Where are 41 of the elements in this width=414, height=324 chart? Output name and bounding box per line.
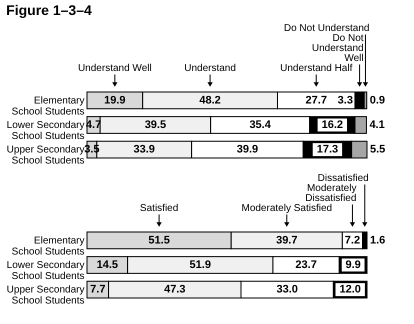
data-label: 9.9 xyxy=(345,259,361,271)
series-label: Satisfied xyxy=(140,203,178,214)
data-label: 23.7 xyxy=(295,259,317,271)
chart-title: Figure 1–3–4 xyxy=(6,2,92,18)
data-label: 51.9 xyxy=(190,259,211,271)
y-tick-label: Upper Secondary School Students xyxy=(6,284,84,307)
y-tick-label: Lower Secondary School Students xyxy=(6,260,84,282)
data-label: 3.3 xyxy=(338,94,353,106)
y-tick-label: Elementary School Students xyxy=(12,95,84,118)
text: Moderately Dissatisfied xyxy=(305,183,356,204)
data-label: 17.3 xyxy=(316,144,338,156)
data-label: 51.5 xyxy=(148,234,170,246)
data-label: 7.7 xyxy=(90,284,106,296)
data-label: 39.7 xyxy=(276,234,298,246)
data-label: 7.2 xyxy=(344,234,360,246)
data-label: 12.0 xyxy=(339,284,361,296)
data-label: 27.7 xyxy=(306,94,327,106)
text: Understand Well xyxy=(78,63,152,74)
data-label: 0.9 xyxy=(370,94,386,106)
legend-label: Understand Half xyxy=(280,63,353,74)
data-label: 1.6 xyxy=(370,234,386,246)
data-label: 19.9 xyxy=(104,94,126,106)
data-label: 39.5 xyxy=(144,119,166,131)
y-tick-label: Upper Secondary School Students xyxy=(6,144,84,167)
data-label: 16.2 xyxy=(322,119,344,131)
series-label: Understand xyxy=(184,63,236,74)
data-label: 33.0 xyxy=(276,284,298,296)
data-label: 5.5 xyxy=(370,144,386,156)
text: Do Not Understand xyxy=(284,23,370,34)
data-label: 48.2 xyxy=(199,94,221,106)
data-label: 47.3 xyxy=(164,284,186,296)
data-label: 14.5 xyxy=(96,259,118,271)
y-tick-label: Elementary School Students xyxy=(12,235,84,258)
data-label: 39.9 xyxy=(236,144,258,156)
text: Do Not Understand Well xyxy=(312,33,364,64)
data-label: 33.9 xyxy=(133,144,155,156)
text: Dissatisfied xyxy=(318,173,369,184)
data-label: 4.1 xyxy=(369,119,385,131)
data-label: 35.4 xyxy=(249,119,272,131)
legend-label: Moderately Satisfied xyxy=(241,203,332,214)
y-tick-label: Lower Secondary School Students xyxy=(6,120,84,142)
